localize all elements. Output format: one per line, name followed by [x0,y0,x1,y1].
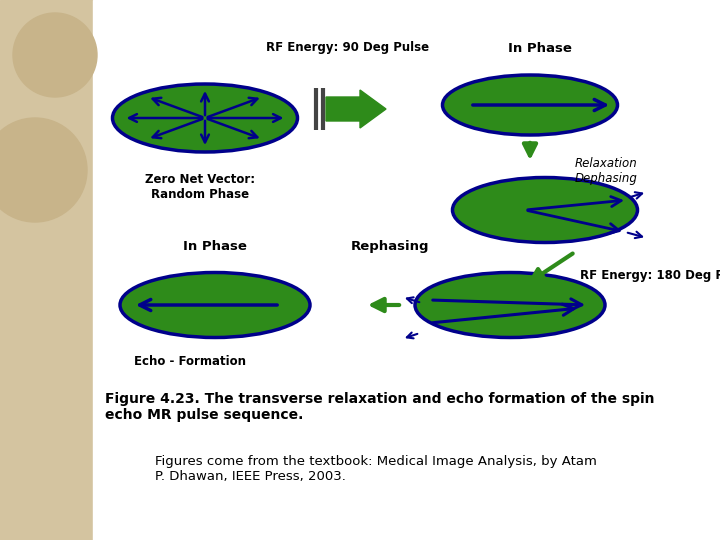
Text: Rephasing: Rephasing [351,240,429,253]
Circle shape [0,118,87,222]
Text: Relaxation
Dephasing: Relaxation Dephasing [575,157,638,185]
Text: Figures come from the textbook: Medical Image Analysis, by Atam
P. Dhawan, IEEE : Figures come from the textbook: Medical … [155,455,597,483]
Ellipse shape [443,75,618,135]
Ellipse shape [415,273,605,338]
Ellipse shape [452,178,637,242]
Text: Echo - Formation: Echo - Formation [134,355,246,368]
Text: Zero Net Vector:
Random Phase: Zero Net Vector: Random Phase [145,173,255,201]
Text: Figure 4.23. The transverse relaxation and echo formation of the spin
echo MR pu: Figure 4.23. The transverse relaxation a… [105,392,654,422]
FancyArrow shape [326,90,386,128]
Text: In Phase: In Phase [508,42,572,55]
Ellipse shape [120,273,310,338]
Bar [93,0,720,540]
Bar [0,0,93,540]
Circle shape [13,13,97,97]
Text: RF Energy: 180 Deg Pulse: RF Energy: 180 Deg Pulse [580,268,720,281]
Text: In Phase: In Phase [183,240,247,253]
Text: RF Energy: 90 Deg Pulse: RF Energy: 90 Deg Pulse [266,40,430,53]
Ellipse shape [112,84,297,152]
